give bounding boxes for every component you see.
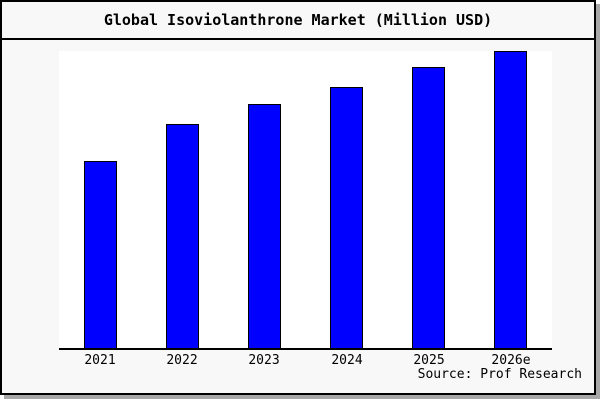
bar-2022 [166,124,199,348]
x-tick-label-2025: 2025 [413,353,445,368]
bar-2023 [248,104,281,348]
chart-title: Global Isoviolanthrone Market (Million U… [103,11,493,29]
x-tick-label-2024: 2024 [331,353,363,368]
x-tick-label-2021: 2021 [84,353,116,368]
x-tick-label-2023: 2023 [248,353,280,368]
source-note: Source: Prof Research [417,367,582,382]
bar-2021 [84,161,117,348]
bar-2026e [494,51,527,348]
chart-region: 2021 2022 2023 2024 2025 2026e Source: Prof R… [2,40,594,393]
bar-2024 [330,87,363,348]
chart-title-box: Global Isoviolanthrone Market (Million U… [2,2,594,40]
x-tick-label-2022: 2022 [166,353,198,368]
bar-2025 [412,67,445,348]
plot-area [59,51,552,350]
x-tick-label-2026e: 2026e [491,353,531,368]
